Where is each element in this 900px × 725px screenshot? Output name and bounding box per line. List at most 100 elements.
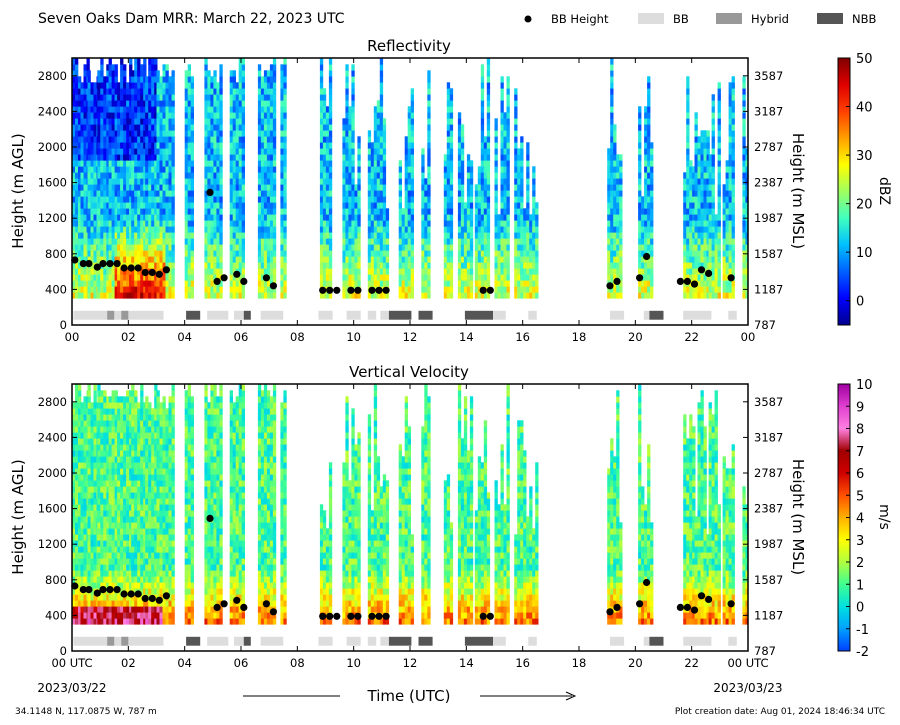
reflectivity-heatmap-cell [319,76,324,83]
reflectivity-heatmap-cell [78,136,82,143]
reflectivity-heatmap-cell [269,124,274,131]
reflectivity-heatmap-cell [379,238,384,245]
reflectivity-heatmap-cell [72,190,76,197]
reflectivity-heatmap-cell [257,154,262,161]
reflectivity-heatmap-cell [114,214,118,221]
vertical-velocity-heatmap-cell [75,606,79,613]
vertical-velocity-heatmap-cell [87,462,91,469]
reflectivity-heatmap-cell [650,262,654,269]
reflectivity-heatmap-cell [494,148,498,155]
reflectivity-heatmap-cell [722,190,726,197]
reflectivity-heatmap-cell [348,190,352,197]
reflectivity-heatmap-cell [477,208,482,215]
reflectivity-heatmap-cell [742,268,746,275]
vertical-velocity-heatmap-cell [75,480,79,487]
vertical-velocity-heatmap-cell [87,528,91,535]
reflectivity-heatmap-cell [410,184,414,191]
reflectivity-heatmap-cell [210,148,214,155]
reflectivity-heatmap-cell [708,286,712,293]
reflectivity-heatmap-cell [72,100,76,107]
reflectivity-heatmap-cell [108,196,112,203]
reflectivity-heatmap-cell [111,94,115,101]
reflectivity-bb-height-point [676,277,685,285]
reflectivity-heatmap-cell [97,70,101,77]
reflectivity-heatmap-cell [168,172,172,179]
reflectivity-heatmap-cell [216,160,220,167]
vertical-velocity-heatmap-cell [87,516,91,523]
reflectivity-heatmap-cell [97,154,101,161]
reflectivity-heatmap-cell [460,160,465,167]
reflectivity-heatmap-cell [120,100,124,107]
reflectivity-heatmap-cell [486,226,491,233]
reflectivity-heatmap-cell [266,184,271,191]
reflectivity-heatmap-cell [210,124,214,131]
reflectivity-heatmap-cell [731,118,735,125]
reflectivity-heatmap-cell [159,130,163,137]
reflectivity-heatmap-cell [443,214,448,221]
reflectivity-heatmap-cell [683,286,687,293]
vertical-velocity-heatmap-cell [75,468,79,475]
reflectivity-heatmap-cell [319,94,324,101]
reflectivity-heatmap-cell [717,208,721,215]
reflectivity-heatmap-cell [151,196,155,203]
reflectivity-heatmap-cell [156,256,160,263]
reflectivity-heatmap-cell [120,280,124,287]
reflectivity-heatmap-cell [529,280,533,287]
reflectivity-heatmap-cell [535,280,539,287]
reflectivity-heatmap-cell [421,196,425,203]
reflectivity-heatmap-cell [345,166,349,173]
reflectivity-heatmap-cell [87,88,91,95]
reflectivity-heatmap-cell [97,124,101,131]
reflectivity-heatmap-cell [80,142,84,149]
reflectivity-heatmap-cell [373,262,378,269]
reflectivity-heatmap-cell [129,286,133,293]
reflectivity-heatmap-cell [345,94,349,101]
reflectivity-heatmap-cell [370,166,375,173]
reflectivity-heatmap-cell [154,286,158,293]
reflectivity-heatmap-cell [717,196,721,203]
reflectivity-heatmap-cell [382,196,387,203]
reflectivity-heatmap-cell [75,280,79,287]
vertical-velocity-heatmap-cell [80,546,84,553]
reflectivity-heatmap-cell [460,148,465,155]
reflectivity-heatmap-cell [613,130,617,137]
reflectivity-heatmap-cell [443,166,448,173]
reflectivity-heatmap-cell [272,136,277,143]
reflectivity-heatmap-cell [745,262,748,269]
reflectivity-heatmap-cell [348,274,352,281]
reflectivity-heatmap-cell [283,220,287,227]
reflectivity-heatmap-cell [328,292,333,299]
reflectivity-heatmap-cell [75,142,79,149]
reflectivity-heatmap-cell [483,172,488,179]
reflectivity-heatmap-cell [171,232,175,239]
reflectivity-heatmap-cell [123,76,127,83]
reflectivity-heatmap-cell [111,262,115,269]
vertical-velocity-heatmap-cell [72,516,76,523]
reflectivity-heatmap-cell [219,208,223,215]
reflectivity-heatmap-cell [382,142,387,149]
reflectivity-heatmap-cell [140,274,144,281]
reflectivity-heatmap-cell [607,184,611,191]
reflectivity-heatmap-cell [731,148,735,155]
reflectivity-heatmap-cell [345,64,349,71]
reflectivity-heatmap-cell [108,166,112,173]
reflectivity-heatmap-cell [187,268,191,275]
reflectivity-heatmap-cell [90,286,94,293]
reflectivity-heatmap-cell [424,214,428,221]
reflectivity-heatmap-cell [421,190,425,197]
reflectivity-heatmap-cell [745,268,748,275]
reflectivity-heatmap-cell [108,160,112,167]
reflectivity-heatmap-cell [184,94,188,101]
reflectivity-heatmap-cell [404,166,408,173]
reflectivity-heatmap-cell [638,220,642,227]
reflectivity-heatmap-cell [108,214,112,221]
reflectivity-heatmap-cell [325,166,330,173]
reflectivity-heatmap-cell [613,142,617,149]
reflectivity-heatmap-cell [143,178,147,185]
reflectivity-heatmap-cell [613,292,617,299]
reflectivity-heatmap-cell [83,70,87,77]
reflectivity-heatmap-cell [483,178,488,185]
reflectivity-heatmap-cell [219,76,223,83]
reflectivity-heatmap-cell [117,172,121,179]
reflectivity-heatmap-cell [103,256,107,263]
